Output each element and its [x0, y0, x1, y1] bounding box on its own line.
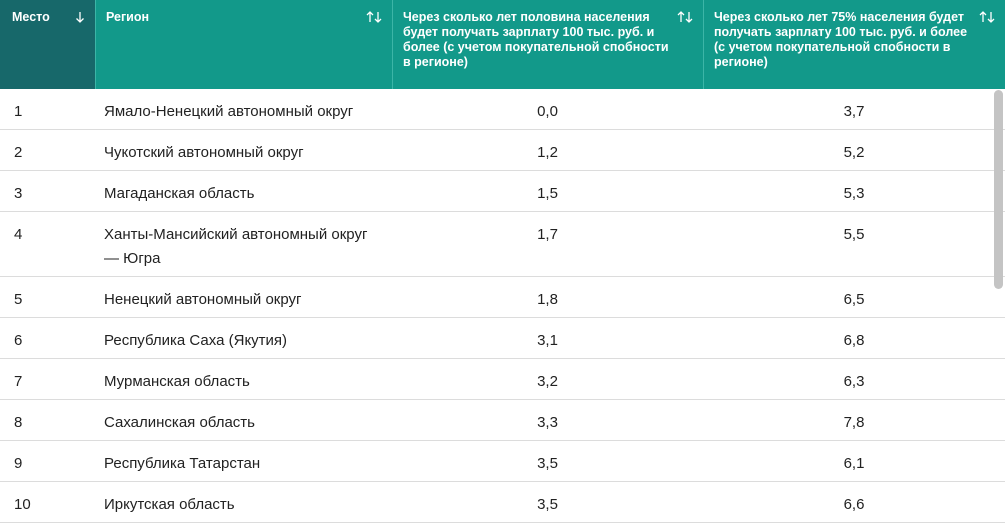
- header-cell[interactable]: Через сколько лет 75% населения будет по…: [703, 0, 1005, 89]
- table-row: 10 Иркутская область 3,5 6,6: [0, 482, 1005, 523]
- table-cell: 1,7: [537, 226, 558, 243]
- table-cell: 5,2: [843, 144, 865, 161]
- table-row: 2 Чукотский автономный округ 1,2 5,2: [0, 130, 1005, 171]
- header-label: Через сколько лет 75% населения будет по…: [714, 10, 968, 69]
- table-cell: 3,5: [537, 455, 558, 472]
- table-row: 1 Ямало-Ненецкий автономный округ 0,0 3,7: [0, 89, 1005, 130]
- table-cell: 10: [14, 496, 31, 513]
- table-cell: Республика Татарстан: [104, 455, 261, 472]
- sort-icon[interactable]: [677, 11, 693, 23]
- table-row: 5 Ненецкий автономный округ 1,8 6,5: [0, 277, 1005, 318]
- sort-icon[interactable]: [979, 11, 995, 23]
- table-cell: 8: [14, 414, 23, 431]
- table-cell: 4: [14, 226, 23, 243]
- scrollbar[interactable]: [994, 90, 1003, 289]
- table-cell: 5,3: [843, 185, 865, 202]
- table-cell: 1,2: [537, 144, 558, 161]
- table-row: 7 Мурманская область 3,2 6,3: [0, 359, 1005, 400]
- table-cell: Ямало-Ненецкий автономный округ: [104, 103, 354, 120]
- table-cell: 7: [14, 373, 23, 390]
- table-cell: Сахалинская область: [104, 414, 255, 431]
- header-cell[interactable]: Регион: [95, 0, 392, 89]
- table-cell: 6,1: [843, 455, 865, 472]
- table-cell: 1,5: [537, 185, 558, 202]
- table-cell: 3,2: [537, 373, 558, 390]
- table-cell: Ханты-Мансийский автономный округ — Югра: [104, 226, 368, 267]
- table-cell: Республика Саха (Якутия): [104, 332, 288, 349]
- table-cell: 9: [14, 455, 23, 472]
- table-cell: Ненецкий автономный округ: [104, 291, 302, 308]
- table-row: 4 Ханты-Мансийский автономный округ — Югр…: [0, 212, 1005, 277]
- table-row: 9 Республика Татарстан 3,5 6,1: [0, 441, 1005, 482]
- header-cell[interactable]: Через сколько лет половина населения буд…: [392, 0, 703, 89]
- table-row: 8 Сахалинская область 3,3 7,8: [0, 400, 1005, 441]
- header-label: Место: [12, 10, 50, 24]
- table-cell: 5: [14, 291, 23, 308]
- table-cell: 3,1: [537, 332, 558, 349]
- table-cell: 3,5: [537, 496, 558, 513]
- header-label: Регион: [106, 10, 150, 24]
- table-cell: 2: [14, 144, 23, 161]
- table-row: 6 Республика Саха (Якутия) 3,1 6,8: [0, 318, 1005, 359]
- table-cell: Мурманская область: [104, 373, 250, 390]
- header-label: Через сколько лет половина населения буд…: [403, 10, 669, 69]
- table-cell: 3: [14, 185, 23, 202]
- table-cell: 0,0: [537, 103, 558, 120]
- table-cell: 6,5: [843, 291, 865, 308]
- sort-icon[interactable]: [75, 11, 85, 23]
- header-cell[interactable]: Место: [0, 0, 95, 89]
- table-cell: 1,8: [537, 291, 558, 308]
- table-cell: 6,3: [843, 373, 865, 390]
- table-row: 3 Магаданская область 1,5 5,3: [0, 171, 1005, 212]
- table-cell: 5,5: [843, 226, 865, 243]
- table-cell: 3,7: [843, 103, 865, 120]
- sort-icon[interactable]: [366, 11, 382, 23]
- table-cell: 3,3: [537, 414, 558, 431]
- table-cell: 6: [14, 332, 23, 349]
- table-cell: 6,8: [843, 332, 865, 349]
- table-cell: Магаданская область: [104, 185, 255, 202]
- table-cell: 6,6: [843, 496, 865, 513]
- table-cell: Иркутская область: [104, 496, 235, 513]
- table-cell: Чукотский автономный округ: [104, 144, 304, 161]
- table-cell: 1: [14, 103, 23, 120]
- table-cell: 7,8: [843, 414, 865, 431]
